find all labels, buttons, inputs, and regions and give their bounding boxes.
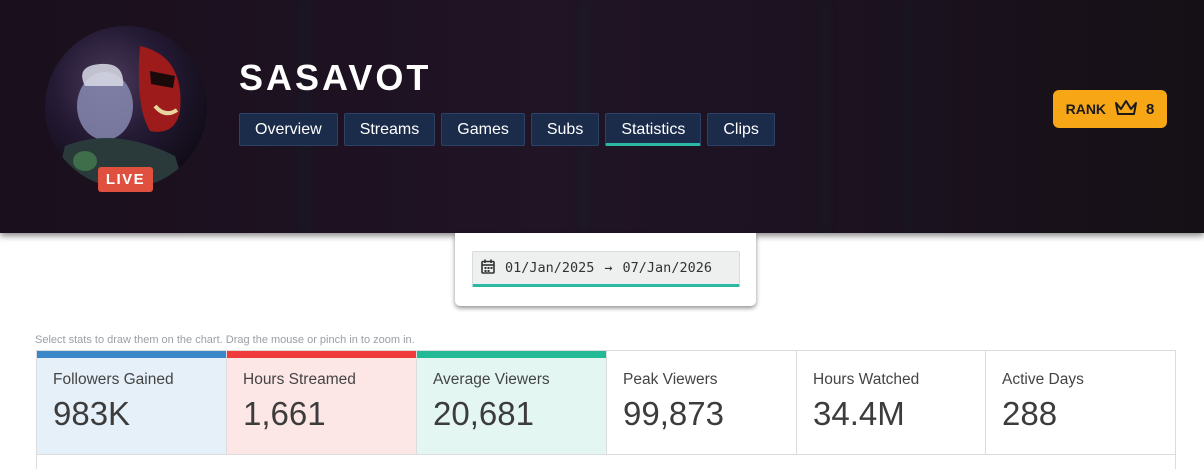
- crown-icon: [1114, 99, 1138, 120]
- stat-color-bar: [417, 351, 606, 358]
- stat-color-bar: [227, 351, 416, 358]
- background-streak: [820, 0, 830, 233]
- date-range-card: 01/Jan/2025 → 07/Jan/2026: [455, 233, 756, 306]
- channel-header: LIVE SASAVOT Overview Streams Games Subs…: [0, 0, 1204, 233]
- tab-games[interactable]: Games: [441, 113, 525, 146]
- arrow-right-icon: →: [604, 260, 613, 276]
- tab-statistics[interactable]: Statistics: [605, 113, 702, 146]
- stat-label: Average Viewers: [433, 371, 550, 388]
- stat-label: Hours Streamed: [243, 371, 356, 388]
- channel-name: SASAVOT: [239, 57, 432, 98]
- stat-value: 288: [1002, 395, 1058, 432]
- stat-label: Followers Gained: [53, 371, 174, 388]
- date-end: 07/Jan/2026: [622, 260, 712, 276]
- stat-average-viewers[interactable]: Average Viewers 20,681: [417, 351, 607, 454]
- stat-active-days[interactable]: Active Days 288: [986, 351, 1176, 454]
- tab-overview[interactable]: Overview: [239, 113, 338, 146]
- stat-peak-viewers[interactable]: Peak Viewers 99,873: [607, 351, 797, 454]
- tab-subs[interactable]: Subs: [530, 113, 600, 146]
- stat-label: Active Days: [1002, 371, 1084, 388]
- date-range-picker[interactable]: 01/Jan/2025 → 07/Jan/2026: [472, 251, 740, 287]
- live-badge: LIVE: [98, 167, 153, 192]
- divider: [37, 454, 1175, 455]
- rank-label: RANK: [1065, 101, 1107, 117]
- stat-value: 1,661: [243, 395, 326, 432]
- rank-badge[interactable]: RANK 8: [1053, 90, 1167, 128]
- channel-tabs: Overview Streams Games Subs Statistics C…: [239, 113, 775, 146]
- stat-label: Hours Watched: [813, 371, 920, 388]
- chart-hint: Select stats to draw them on the chart. …: [35, 334, 415, 346]
- tab-streams[interactable]: Streams: [343, 113, 436, 146]
- stat-hours-streamed[interactable]: Hours Streamed 1,661: [227, 351, 417, 454]
- stat-value: 99,873: [623, 395, 724, 432]
- avatar-art: [55, 46, 185, 188]
- stat-value: 983K: [53, 395, 131, 432]
- calendar-icon: [481, 259, 495, 278]
- stats-panel: Followers Gained 983K Hours Streamed 1,6…: [36, 350, 1176, 469]
- stat-hours-watched[interactable]: Hours Watched 34.4M: [797, 351, 986, 454]
- avatar[interactable]: [45, 26, 207, 188]
- stat-value: 20,681: [433, 395, 534, 432]
- stat-value: 34.4M: [813, 395, 905, 432]
- stat-label: Peak Viewers: [623, 371, 718, 388]
- rank-value: 8: [1146, 100, 1155, 118]
- tab-clips[interactable]: Clips: [707, 113, 775, 146]
- background-streak: [905, 0, 915, 233]
- stat-color-bar: [37, 351, 226, 358]
- stat-followers-gained[interactable]: Followers Gained 983K: [37, 351, 227, 454]
- date-start: 01/Jan/2025: [505, 260, 595, 276]
